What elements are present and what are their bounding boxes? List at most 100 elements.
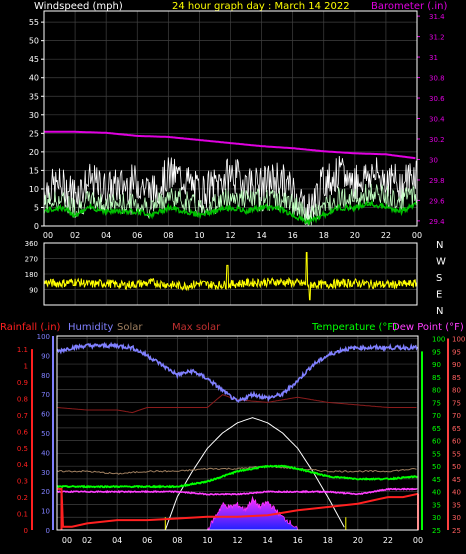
temp-x-tick-label: 04 (112, 536, 122, 545)
wind-panel: Windspeed (mph) 24 hour graph day : Marc… (29, 1, 448, 240)
baro-right-tick-label: 29.8 (429, 177, 445, 185)
wind-direction-line (43, 252, 418, 301)
temp-frame (56, 335, 419, 531)
temp-tick-label: 45 (432, 476, 441, 484)
wind-left-tick-label: 40 (29, 74, 39, 83)
right-axis-label: Barometer (.in) (371, 1, 447, 12)
wind-left-tick-label: 45 (29, 55, 39, 64)
wind-left-tick-label: 25 (29, 129, 39, 138)
temp-tick-label: 80 (432, 387, 441, 395)
wind-left-tick-label: 15 (29, 166, 39, 175)
temp-x-tick-label: 12 (232, 536, 242, 545)
temp-x-tick-label: 18 (323, 536, 333, 545)
temp-tick-label: 65 (432, 425, 441, 433)
direction-tick-label: 90 (29, 287, 38, 295)
wind-left-tick-label: 55 (29, 18, 39, 27)
humidity-tick-label: 80 (41, 372, 50, 380)
dew-tick-label: 85 (452, 374, 461, 382)
baro-right-tick-label: 30.8 (429, 75, 445, 83)
humidity-tick-label: 90 (41, 352, 50, 360)
compass-label-n: N (436, 306, 443, 317)
temp-tick-label: 40 (432, 489, 441, 497)
temp-x-tick-label: 20 (353, 536, 363, 545)
temp-x-tick-label: 10 (202, 536, 212, 545)
rainfall-line (57, 487, 419, 528)
temp-x-tick-label: 16 (293, 536, 303, 545)
temp-tick-label: 50 (432, 463, 441, 471)
compass-label-n: N (436, 240, 443, 251)
dew-tick-label: 40 (452, 489, 461, 497)
max-solar-line (56, 394, 417, 414)
chart-title: 24 hour graph day : March 14 2022 (172, 1, 350, 12)
dew-tick-label: 55 (452, 450, 461, 458)
wind-x-tick-label: 10 (194, 231, 204, 240)
humidity-tick-label: 20 (41, 488, 50, 496)
dew-tick-label: 75 (452, 399, 461, 407)
wind-x-tick-label: 08 (163, 231, 173, 240)
wind-x-tick-label: 20 (350, 231, 360, 240)
wind-series (43, 130, 417, 226)
wind-x-tick-label: 00 (412, 231, 422, 240)
wind-left-tick-label: 50 (29, 37, 39, 46)
temp-tick-label: 35 (432, 501, 441, 509)
direction-tick-label: 180 (25, 271, 38, 279)
compass-label-w: W (436, 257, 446, 268)
dew-tick-label: 30 (452, 514, 461, 522)
humidity-tick-label: 40 (41, 449, 50, 457)
wind-left-tick-label: 10 (29, 185, 39, 194)
rain-tick-label: 0.9 (17, 379, 28, 387)
baro-right-tick-label: 30 (429, 156, 438, 164)
humidity-line (56, 341, 418, 403)
temperature-line (57, 464, 418, 489)
wind-frame (43, 10, 418, 227)
rain-tick-label: 0.3 (17, 478, 28, 486)
compass-label-s: S (436, 273, 442, 284)
wind-speed-line (43, 183, 417, 226)
temp-x-tick-label: 00 (62, 536, 72, 545)
legend-dew-point: Dew Point (°F) (392, 322, 464, 333)
max-solar-curve (164, 417, 345, 531)
left-axis-label: Windspeed (mph) (34, 1, 123, 12)
temp-tick-label: 95 (432, 348, 441, 356)
wind-average-line (43, 199, 417, 225)
dew-tick-label: 35 (452, 501, 461, 509)
legend-max-solar: Max solar (172, 322, 221, 333)
temp-tick-label: 25 (432, 527, 441, 535)
temp-x-tick-label: 06 (142, 536, 152, 545)
baro-right-tick-label: 31.2 (429, 34, 445, 42)
temp-tick-label: 85 (432, 374, 441, 382)
rain-tick-label: 0.4 (17, 461, 29, 469)
compass-label-e: E (436, 290, 442, 301)
humidity-tick-label: 70 (41, 391, 50, 399)
dew-tick-label: 80 (452, 387, 461, 395)
baro-right-tick-label: 30.2 (429, 136, 445, 144)
temp-tick-label: 90 (432, 361, 441, 369)
dew-tick-label: 25 (452, 527, 461, 535)
direction-grid (43, 242, 418, 305)
wind-left-tick-label: 20 (29, 148, 39, 157)
legend-solar: Solar (117, 322, 143, 333)
wind-x-tick-label: 00 (43, 231, 53, 240)
wind-x-tick-label: 22 (381, 231, 391, 240)
dew-tick-label: 90 (452, 361, 461, 369)
temp-tick-labels: 2530354045505560657075808590951002530354… (17, 333, 466, 545)
direction-series (43, 252, 418, 301)
wind-gust-line (43, 155, 417, 226)
wind-left-tick-label: 0 (34, 222, 39, 231)
legend-humidity: Humidity (68, 322, 113, 333)
humidity-tick-label: 60 (41, 411, 50, 419)
barometer-line (44, 130, 416, 160)
rain-tick-label: 0.1 (17, 511, 28, 519)
temp-tick-label: 70 (432, 412, 441, 420)
humidity-tick-label: 100 (37, 333, 50, 341)
baro-right-tick-label: 29.6 (429, 197, 445, 205)
solar-radiation-area (207, 495, 299, 532)
dew-tick-label: 70 (452, 412, 461, 420)
dew-tick-label: 45 (452, 476, 461, 484)
temp-grid (31, 336, 449, 531)
wind-x-tick-label: 18 (319, 231, 329, 240)
dew-tick-label: 60 (452, 438, 461, 446)
humidity-tick-label: 0 (46, 527, 50, 535)
humidity-tick-label: 50 (41, 430, 50, 438)
